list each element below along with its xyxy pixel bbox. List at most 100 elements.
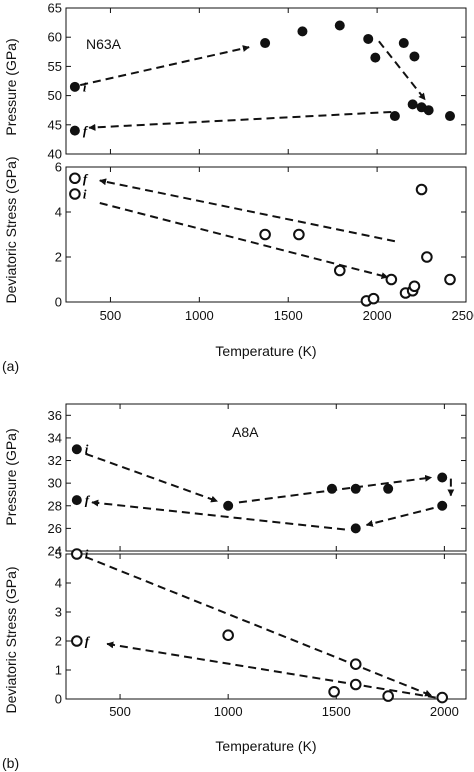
panel-a-pressure-data-point xyxy=(363,33,374,44)
panel-b-pressure-y-tick-label: 34 xyxy=(48,430,62,445)
panel-a-pressure-y-tick-label: 40 xyxy=(48,147,62,162)
panel-b-stress-data-point xyxy=(222,629,234,642)
panel-a-stress-point-label: i xyxy=(83,187,87,202)
panel-b-pressure-path-arrow xyxy=(85,452,219,503)
panel-a-stress-data-point xyxy=(385,273,398,286)
panel-b-pressure-y-label: Pressure (GPa) xyxy=(3,428,19,525)
panel-b-pressure-y-tick-label: 24 xyxy=(48,544,62,559)
panel-b-sample-label: A8A xyxy=(232,424,259,440)
panel-b: A8A (b) Temperature (K) Pressure (GPa) D… xyxy=(2,403,467,771)
panel-b-pressure-plot-frame xyxy=(65,403,467,552)
panel-b-stress-y-tick-label: 0 xyxy=(55,692,62,707)
panel-b-pressure-data-point xyxy=(71,495,82,506)
panel-a-pressure-data-point xyxy=(445,111,455,122)
panel-b-stress-y-tick-label: 2 xyxy=(55,634,62,649)
panel-b-stress-path-arrow xyxy=(106,641,436,699)
panel-a-pressure-data-point xyxy=(370,52,381,63)
panel-a-x-tick-label: 1500 xyxy=(274,308,303,323)
panel-b-stress-data-point xyxy=(436,691,449,704)
panel-a-pressure-point-label: i xyxy=(83,79,87,94)
panel-a-sample-label: N63A xyxy=(86,36,122,52)
panel-a-pressure-y-tick-label: 50 xyxy=(48,88,62,103)
panel-b-pressure-path-arrow xyxy=(365,507,434,527)
panel-b-pressure-point-label: i xyxy=(85,442,89,457)
panel-a-tag: (a) xyxy=(2,358,19,374)
panel-a-stress-y-label: Deviatoric Stress (GPa) xyxy=(3,156,19,303)
panel-a-stress-path-arrow xyxy=(99,178,396,243)
panel-a-x-tick-label: 500 xyxy=(100,308,122,323)
panel-b-stress-data-point xyxy=(382,690,394,702)
panel-a-pressure-plot-frame xyxy=(65,7,467,155)
panel-b-stress-y-tick-label: 1 xyxy=(55,663,62,678)
panel-b-stress-point-label: f xyxy=(85,634,91,649)
panel-a-stress-point-label: f xyxy=(83,171,89,186)
panel-a-x-tick-label: 2500 xyxy=(452,308,474,323)
panel-b-pressure-data-point xyxy=(326,483,337,494)
panel-a-pressure-y-tick-label: 65 xyxy=(48,1,62,16)
panel-b-pressure-data-point xyxy=(437,500,448,511)
panel-b-x-tick-label: 1000 xyxy=(214,704,243,719)
panel-a-pressure-data-point xyxy=(69,125,80,136)
panel-b-stress-data-point xyxy=(71,548,83,560)
panel-b-pressure-data-point xyxy=(437,472,448,483)
panel-a-x-tick-label: 1000 xyxy=(185,308,214,323)
panel-b-x-axis-label: Temperature (K) xyxy=(215,738,316,754)
panel-b-pressure-path-arrow xyxy=(91,499,346,531)
panel-a-stress-y-tick-label: 6 xyxy=(55,160,62,175)
panel-b-stress-y-tick-label: 5 xyxy=(55,547,62,562)
panel-b-pressure-y-tick-label: 32 xyxy=(48,453,62,468)
panel-b-tag: (b) xyxy=(2,755,19,771)
panel-a-stress-path-arrow xyxy=(99,202,389,280)
panel-b-pressure-y-tick-label: 26 xyxy=(48,521,62,536)
panel-a-stress-data-point xyxy=(421,251,433,263)
panel-a-pressure-data-point xyxy=(69,81,80,92)
panel-b-pressure-data-point xyxy=(350,483,361,494)
panel-a-pressure-data-point xyxy=(407,99,418,110)
panel-b-pressure-point-label: f xyxy=(85,493,91,508)
panel-a-stress-data-point xyxy=(69,172,81,185)
panel-a-x-axis-label: Temperature (K) xyxy=(215,343,316,359)
panel-b-pressure-data-point xyxy=(223,500,234,511)
panel-b-x-tick-label: 1500 xyxy=(322,704,351,719)
panel-b-pressure-data-point xyxy=(350,523,361,534)
panel-b-stress-y-tick-label: 4 xyxy=(55,576,62,591)
panel-a-stress-data-point xyxy=(69,188,81,200)
panel-a-pressure-y-tick-label: 55 xyxy=(48,59,62,74)
panel-b-stress-plot-frame xyxy=(65,553,467,700)
panel-b-stress-y-tick-label: 3 xyxy=(55,605,62,620)
panel-a-pressure-data-point xyxy=(389,111,400,122)
panel-b-pressure-y-tick-label: 30 xyxy=(48,476,62,491)
panel-a-pressure-data-point xyxy=(398,38,409,49)
panel-b-x-tick-label: 2000 xyxy=(430,704,459,719)
panel-b-stress-data-point xyxy=(328,685,340,698)
panel-a-stress-data-point xyxy=(333,264,346,277)
panel-b-pressure-y-tick-label: 28 xyxy=(48,498,62,513)
panel-a-pressure-y-tick-label: 60 xyxy=(48,30,62,45)
panel-a-stress-data-point xyxy=(259,228,271,241)
panel-b-stress-data-point xyxy=(349,658,362,671)
panel-b-stress-data-point xyxy=(349,678,362,691)
panel-a-stress-data-point xyxy=(293,228,305,241)
panel-a-pressure-path-arrow xyxy=(88,110,392,131)
panel-a-stress-data-point xyxy=(444,273,456,286)
panel-a-pressure-y-tick-label: 45 xyxy=(48,117,62,132)
panel-b-stress-path-arrow xyxy=(85,555,433,697)
panel-b-stress-y-label: Deviatoric Stress (GPa) xyxy=(3,566,19,713)
panel-a-pressure-point-label: f xyxy=(83,123,89,138)
panel-a-pressure-data-point xyxy=(260,38,271,49)
panel-a-stress-plot-frame xyxy=(65,166,467,303)
panel-a-pressure-y-label: Pressure (GPa) xyxy=(3,38,19,135)
panel-a-pressure-data-point xyxy=(409,51,420,62)
panel-a: N63A (a) Temperature (K) Pressure (GPa) … xyxy=(2,1,474,375)
panel-a-pressure-path-arrow xyxy=(80,45,250,87)
panel-b-pressure-y-tick-label: 36 xyxy=(48,408,62,423)
panel-b-pressure-data-point xyxy=(383,483,394,494)
panel-b-x-tick-label: 500 xyxy=(109,704,131,719)
panel-b-stress-data-point xyxy=(71,635,83,647)
panel-a-x-tick-label: 2000 xyxy=(363,308,392,323)
panel-a-stress-y-tick-label: 2 xyxy=(55,250,62,265)
panel-b-stress-point-label: i xyxy=(85,547,89,562)
panel-a-pressure-data-point xyxy=(297,26,308,37)
panel-a-stress-data-point xyxy=(367,292,380,305)
